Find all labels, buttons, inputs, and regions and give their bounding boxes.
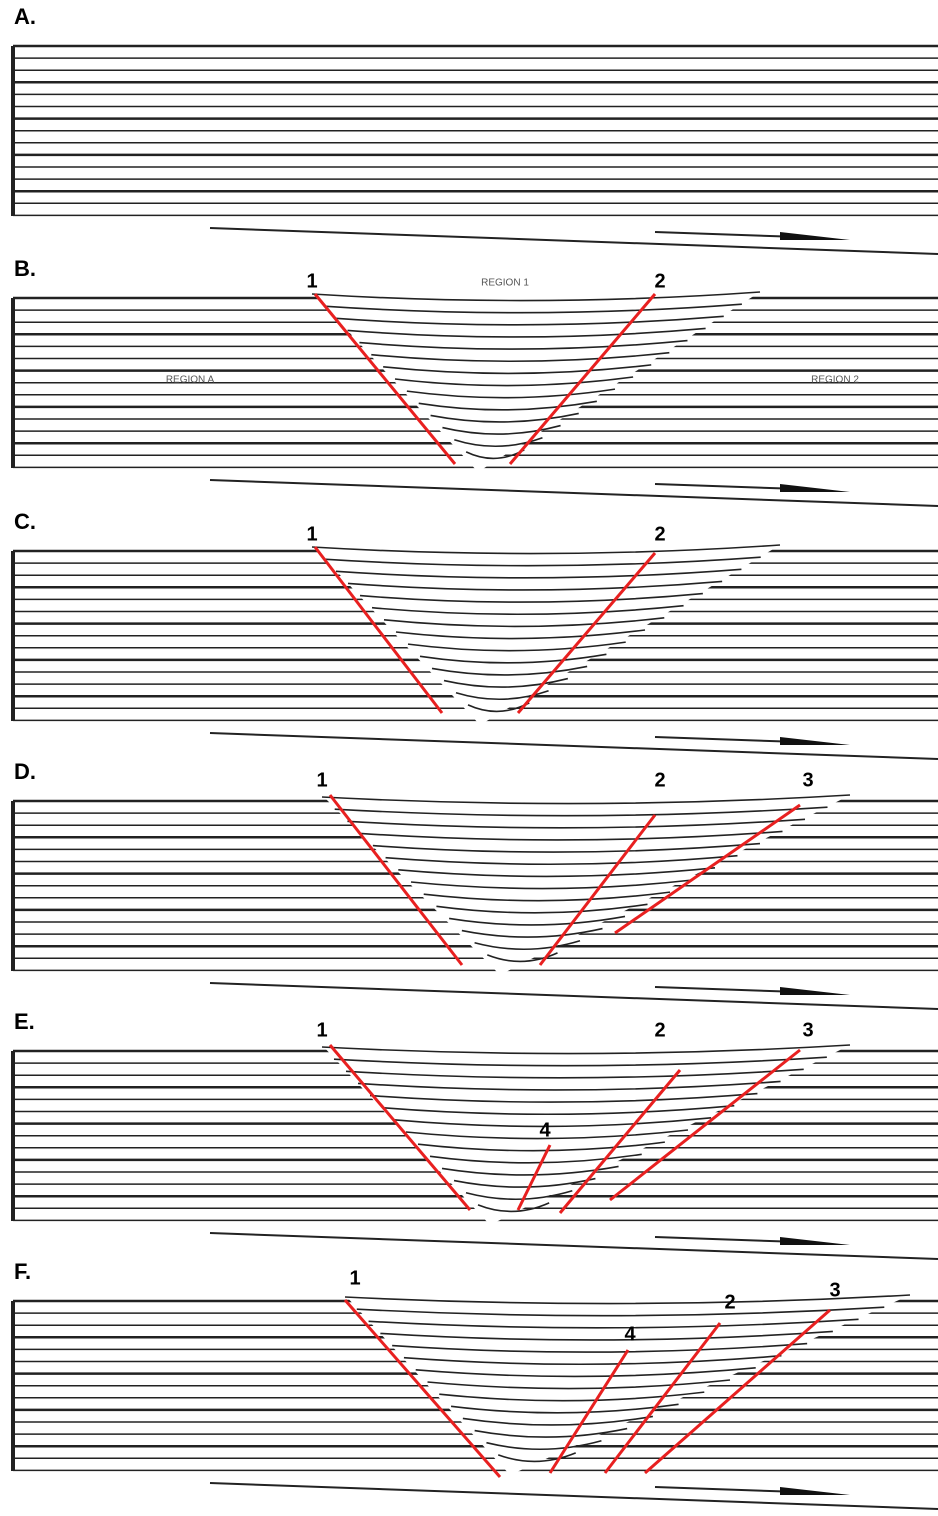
fault-label: 1 (316, 1019, 327, 1041)
fault-label: 1 (306, 523, 317, 545)
fault-label: 2 (654, 1019, 665, 1041)
arrow-head (780, 1487, 850, 1495)
panel: F. 1 2 3 4 (13, 1259, 938, 1509)
panel-label: C. (14, 509, 36, 534)
arrow-head (780, 232, 850, 240)
arrow-head (780, 987, 850, 995)
shear-arrow (655, 232, 800, 237)
shear-arrow (655, 1487, 800, 1492)
fault-label: 1 (349, 1267, 360, 1289)
panel: A. (13, 4, 938, 254)
arrow-head (780, 1237, 850, 1245)
detachment (210, 733, 938, 759)
panel: B. 1 2 REGION 1 REGION A REGION 2 (13, 256, 938, 506)
diagram: A.B.12REGION 1REGION AREGION 2C.12D.123E… (0, 0, 938, 1511)
panel-label: D. (14, 759, 36, 784)
panel-label: A. (14, 4, 36, 29)
fault-label: 3 (802, 769, 813, 791)
shear-arrow (655, 484, 800, 489)
panel: E. 1 2 3 4 (13, 1009, 938, 1259)
panel-label: F. (14, 1259, 31, 1284)
region-label: REGION A (166, 375, 215, 386)
detachment (210, 480, 938, 506)
shear-arrow (655, 737, 800, 742)
fault-label: 2 (654, 769, 665, 791)
fault-label: 4 (624, 1323, 636, 1345)
detachment (210, 1233, 938, 1259)
region-label: REGION 1 (481, 278, 529, 289)
panel-label: E. (14, 1009, 35, 1034)
fault-label: 2 (724, 1291, 735, 1313)
fault-label: 2 (654, 523, 665, 545)
fault-label: 1 (306, 270, 317, 292)
fault-label: 4 (539, 1119, 551, 1141)
detachment (210, 983, 938, 1009)
shear-arrow (655, 987, 800, 992)
detachment (210, 1483, 938, 1509)
panel: C. 1 2 (13, 509, 938, 759)
shear-arrow (655, 1237, 800, 1242)
fault-label: 3 (802, 1019, 813, 1041)
panel: D. 1 2 3 (13, 759, 938, 1009)
arrow-head (780, 737, 850, 745)
panel-label: B. (14, 256, 36, 281)
arrow-head (780, 484, 850, 492)
detachment (210, 228, 938, 254)
fault-label: 2 (654, 270, 665, 292)
fault-label: 1 (316, 769, 327, 791)
fault-label: 3 (829, 1279, 840, 1301)
region-label: REGION 2 (811, 375, 859, 386)
